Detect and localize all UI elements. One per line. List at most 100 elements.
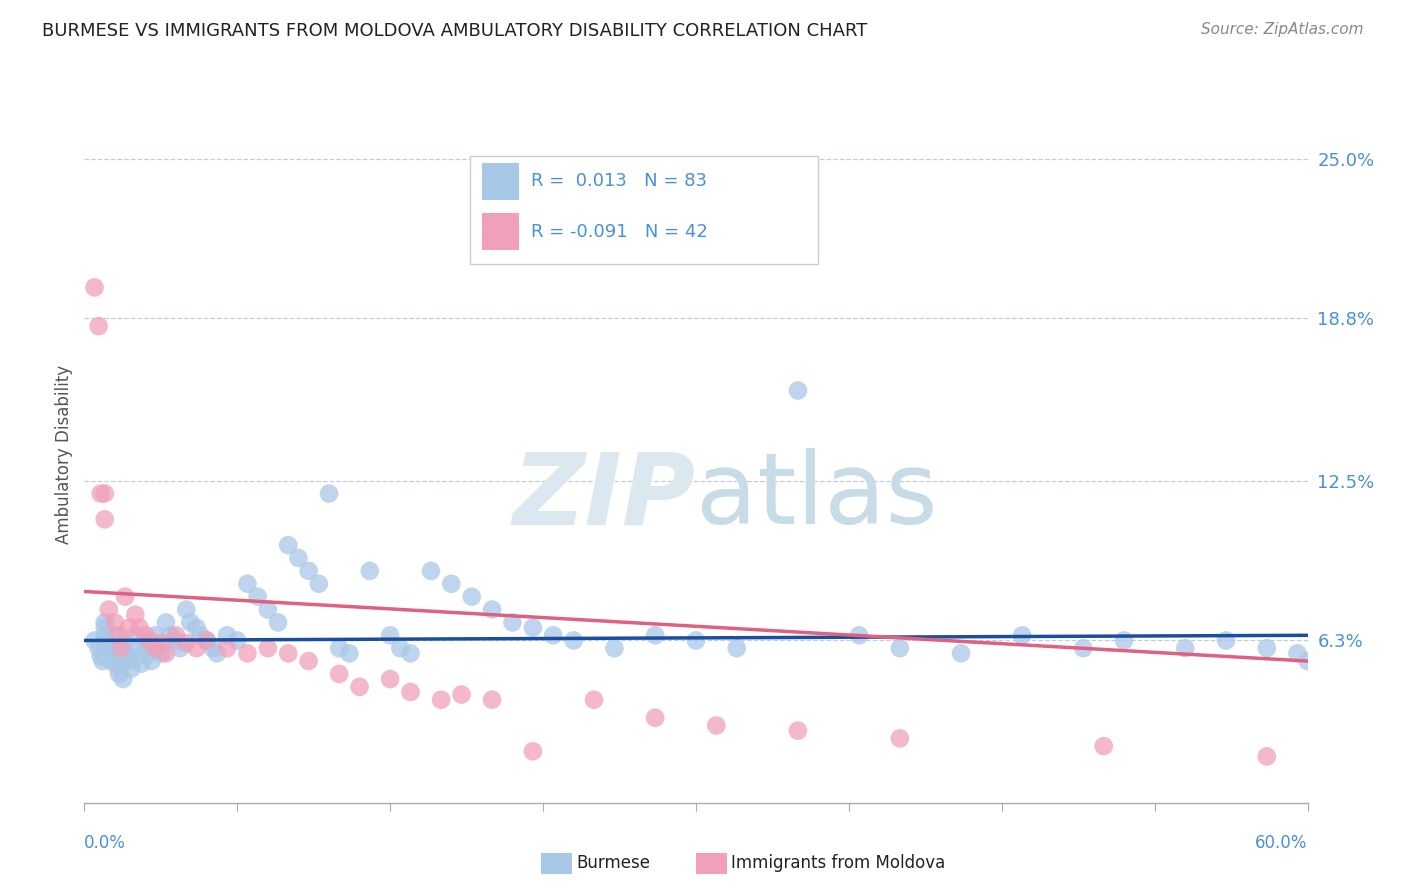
Point: [114, 646, 136, 660]
Point: [128, 648, 150, 663]
Point: [97, 602, 120, 616]
Point: [380, 672, 402, 686]
FancyBboxPatch shape: [482, 163, 519, 200]
Text: 0.0%: 0.0%: [84, 834, 127, 852]
Point: [787, 384, 810, 398]
Point: [97, 646, 120, 660]
Point: [145, 641, 167, 656]
Point: [450, 688, 472, 702]
Point: [318, 486, 340, 500]
Text: ZIP: ZIP: [513, 448, 696, 545]
Point: [1286, 646, 1309, 660]
Point: [93, 621, 117, 635]
Point: [118, 621, 141, 635]
Point: [93, 615, 117, 630]
FancyBboxPatch shape: [482, 213, 519, 250]
Point: [87, 641, 110, 656]
Point: [328, 641, 350, 656]
Point: [135, 636, 157, 650]
Point: [141, 654, 163, 668]
Point: [950, 646, 973, 660]
Point: [112, 672, 135, 686]
Point: [179, 615, 201, 630]
Point: [108, 667, 131, 681]
Point: [706, 718, 728, 732]
Point: [150, 646, 173, 660]
Point: [155, 615, 177, 630]
Point: [124, 607, 146, 622]
Point: [685, 633, 707, 648]
Point: [603, 641, 626, 656]
Point: [146, 641, 169, 656]
Point: [138, 646, 160, 660]
Point: [104, 641, 127, 656]
Point: [195, 633, 218, 648]
Point: [87, 319, 110, 334]
Point: [1256, 641, 1278, 656]
Point: [481, 692, 503, 706]
Point: [93, 512, 117, 526]
Point: [226, 633, 249, 648]
Point: [131, 657, 153, 671]
Point: [114, 590, 136, 604]
Text: atlas: atlas: [696, 448, 938, 545]
Text: R = -0.091   N = 42: R = -0.091 N = 42: [531, 223, 707, 241]
Point: [481, 602, 503, 616]
Point: [90, 648, 112, 663]
Point: [339, 646, 361, 660]
Point: [430, 692, 453, 706]
Point: [93, 486, 117, 500]
Point: [298, 654, 321, 668]
Point: [1215, 633, 1237, 648]
Point: [308, 576, 330, 591]
Point: [1011, 628, 1033, 642]
Point: [889, 641, 911, 656]
Text: Burmese: Burmese: [576, 855, 651, 872]
Point: [201, 641, 224, 656]
Point: [380, 628, 402, 642]
Point: [246, 590, 269, 604]
Point: [461, 590, 484, 604]
Point: [176, 636, 198, 650]
Point: [118, 654, 141, 668]
Point: [502, 615, 524, 630]
Point: [1114, 633, 1136, 648]
Point: [298, 564, 321, 578]
Point: [562, 633, 585, 648]
Point: [583, 692, 606, 706]
Point: [1092, 739, 1115, 753]
Point: [1174, 641, 1197, 656]
Point: [83, 633, 105, 648]
Point: [93, 628, 117, 642]
Point: [349, 680, 371, 694]
Point: [420, 564, 443, 578]
Point: [104, 628, 127, 642]
Point: [644, 628, 666, 642]
Point: [889, 731, 911, 746]
Point: [644, 711, 666, 725]
Point: [1073, 641, 1095, 656]
Point: [389, 641, 412, 656]
FancyBboxPatch shape: [470, 156, 818, 263]
Point: [110, 654, 132, 668]
Point: [359, 564, 381, 578]
Point: [91, 654, 114, 668]
Point: [83, 280, 105, 294]
Point: [195, 633, 218, 648]
Point: [287, 551, 309, 566]
Point: [165, 633, 187, 648]
Point: [543, 628, 565, 642]
Point: [104, 615, 127, 630]
Point: [135, 628, 157, 642]
Point: [277, 646, 299, 660]
Text: BURMESE VS IMMIGRANTS FROM MOLDOVA AMBULATORY DISABILITY CORRELATION CHART: BURMESE VS IMMIGRANTS FROM MOLDOVA AMBUL…: [42, 22, 868, 40]
Text: Source: ZipAtlas.com: Source: ZipAtlas.com: [1201, 22, 1364, 37]
Point: [145, 628, 167, 642]
Text: 60.0%: 60.0%: [1256, 834, 1308, 852]
Point: [522, 744, 544, 758]
Point: [90, 486, 112, 500]
Point: [399, 646, 422, 660]
Point: [399, 685, 422, 699]
Point: [105, 659, 128, 673]
Point: [787, 723, 810, 738]
